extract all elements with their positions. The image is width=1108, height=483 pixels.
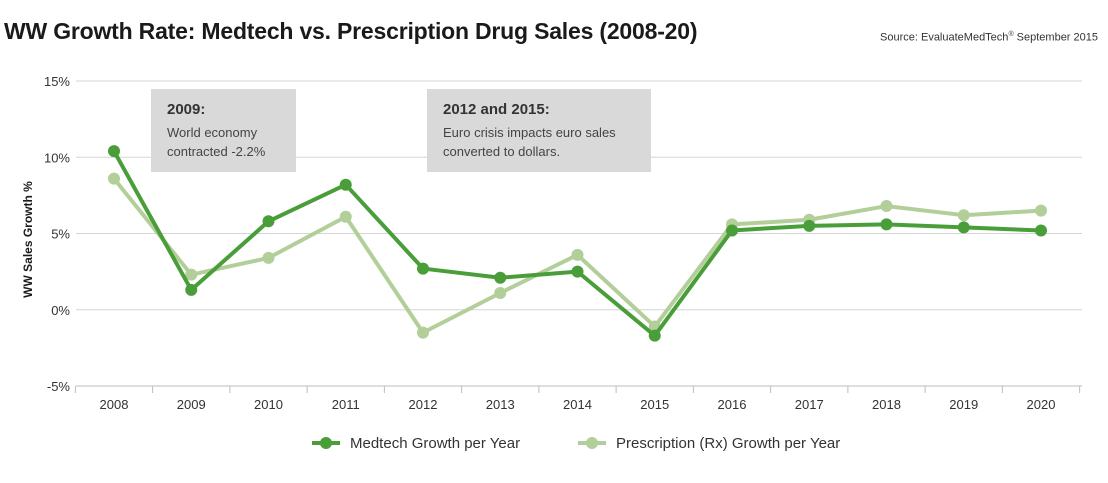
data-point	[571, 248, 584, 261]
source-label: Source: EvaluateMedTech	[880, 31, 1009, 44]
data-point	[880, 200, 893, 213]
data-point	[417, 326, 429, 339]
data-point	[108, 172, 120, 185]
annotation-box: 2009: World economy contracted -2.2%	[151, 89, 296, 172]
y-tick-label: 5%	[51, 227, 70, 242]
x-tick-label: 2020	[1027, 397, 1056, 412]
annotation-line: World economy	[167, 125, 258, 140]
y-tick-label: 15%	[44, 74, 70, 89]
data-point	[803, 219, 816, 232]
data-point	[185, 268, 198, 281]
data-point	[957, 221, 970, 234]
data-point	[494, 271, 507, 284]
x-tick-label: 2009	[177, 397, 206, 412]
x-tick-label: 2019	[949, 397, 978, 412]
x-tick-label: 2010	[254, 397, 283, 412]
x-tick-label: 2015	[640, 397, 669, 412]
x-tick-label: 2018	[872, 397, 901, 412]
x-tick-label: 2014	[563, 397, 592, 412]
x-tick-label: 2016	[718, 397, 747, 412]
series-layer	[108, 145, 1047, 342]
source-registered-mark: ®	[1008, 31, 1014, 38]
y-tick-label: 0%	[51, 303, 70, 318]
x-tick-label: 2013	[486, 397, 515, 412]
axes: 15% 10% 5% 0% -5% 2008 2009 2010 2011 2012 2013 201…	[21, 74, 1081, 412]
x-tick-label: 2017	[795, 397, 824, 412]
annotation-line: Euro crisis impacts euro sales	[443, 125, 616, 140]
data-point	[185, 283, 198, 296]
y-tick-label: 10%	[44, 150, 70, 165]
legend-label: Medtech Growth per Year	[350, 435, 520, 452]
x-tick-label: 2012	[409, 397, 438, 412]
data-point	[648, 329, 661, 342]
data-point	[1035, 224, 1047, 237]
data-point	[262, 251, 275, 264]
data-point	[1035, 204, 1047, 217]
x-tick-label: 2011	[332, 397, 360, 412]
series-medtech	[108, 145, 1047, 342]
y-axis-label: WW Sales Growth %	[21, 181, 35, 298]
series-prescription	[108, 172, 1047, 339]
data-point	[339, 178, 352, 191]
annotation-title: 2012 and 2015:	[443, 101, 550, 118]
legend: Medtech Growth per Year Prescription (Rx)…	[312, 435, 840, 452]
y-tick-label: -5%	[47, 379, 71, 394]
chart-title: WW Growth Rate: Medtech vs. Prescription…	[4, 18, 698, 44]
data-point	[957, 209, 970, 222]
annotation-line: converted to dollars.	[443, 144, 560, 159]
legend-swatch-marker	[320, 437, 332, 449]
annotation-line: contracted -2.2%	[167, 144, 266, 159]
data-point	[262, 215, 275, 228]
data-point	[726, 224, 738, 237]
annotation-background	[427, 89, 651, 172]
data-point	[880, 218, 893, 231]
x-tick-label: 2008	[100, 397, 129, 412]
annotations: 2009: World economy contracted -2.2% 2012 a…	[151, 89, 651, 172]
legend-item: Medtech Growth per Year	[312, 435, 520, 452]
data-point	[108, 145, 120, 158]
data-point	[417, 262, 429, 275]
data-point	[494, 286, 507, 299]
legend-item: Prescription (Rx) Growth per Year	[578, 435, 840, 452]
legend-swatch-marker	[586, 437, 598, 449]
series-line	[112, 149, 1043, 338]
source-date: September 2015	[1013, 31, 1098, 44]
annotation-title: 2009:	[167, 101, 205, 118]
legend-label: Prescription (Rx) Growth per Year	[616, 435, 840, 452]
annotation-box: 2012 and 2015: Euro crisis impacts euro s…	[427, 89, 651, 172]
data-point	[339, 210, 352, 223]
chart-source: Source: EvaluateMedTech® September 2015	[880, 31, 1098, 44]
annotation-background	[151, 89, 296, 172]
data-point	[571, 265, 584, 278]
